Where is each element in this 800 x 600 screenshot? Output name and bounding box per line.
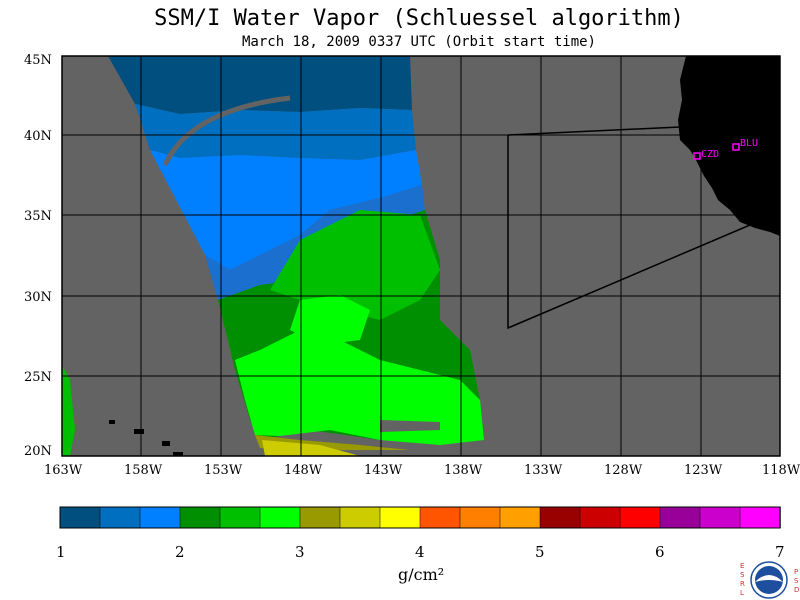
colorbar-swatch [299,506,341,529]
map-title: SSM/I Water Vapor (Schluessel algorithm) [154,6,684,31]
lat-label-40n: 40N [24,129,52,144]
hawaiian-islands [109,420,183,456]
colorbar-swatch [619,506,661,529]
colorbar-frame [59,506,781,529]
colorbar-swatch [419,506,461,529]
lat-lon-grid [62,56,780,456]
colorbar-swatch [139,506,181,529]
lat-label-35n: 35N [24,209,52,224]
lon-label-118w: 118W [762,463,800,478]
map-frame [61,55,781,457]
lon-label-158w: 158W [124,463,163,478]
map-subtitle: March 18, 2009 0337 UTC (Orbit start tim… [241,34,596,50]
station-label-czd: CZD [701,149,719,160]
colorbar-swatch [59,506,101,529]
colorbar-swatch [659,506,701,529]
logo-letter-s: S [740,571,745,579]
station-marker-blu [732,143,740,151]
logo-letter-d: D [794,586,799,594]
colorbar-swatch [379,506,421,529]
boundary-lines [507,126,751,330]
swath-band-yellow [262,440,360,456]
station-markers: CZD BLU [693,138,758,160]
colorbar-label-6: 6 [655,543,665,561]
colorbar-swatch [459,506,501,529]
colorbar-label-2: 2 [175,543,185,561]
swath-band-gray-strip [380,420,440,432]
colorbar-swatch [499,506,541,529]
lat-label-45n: 45N [24,53,52,68]
logo-letter-e: E [740,562,744,570]
colorbar-label-5: 5 [535,543,545,561]
noaa-esrl-psd-logo: E S R L P S D NOAA [740,561,799,599]
lon-label-143w: 143W [364,463,403,478]
logo-letter-r: R [740,580,745,588]
swath-band-bright-blue [150,150,422,270]
colorbar-swatch [739,506,781,529]
logo-letter-p: P [794,568,798,576]
logo-center-text: NOAA [764,566,775,570]
lon-label-133w: 133W [524,463,563,478]
california-land [678,56,780,236]
lon-label-128w: 128W [604,463,643,478]
lat-label-25n: 25N [24,370,52,385]
latitude-labels: 45N 40N 35N 30N 25N 20N [24,53,52,459]
lon-label-163w: 163W [44,463,83,478]
colorbar-swatch [259,506,301,529]
longitude-labels: 163W 158W 153W 148W 143W 138W 133W 128W … [44,463,800,478]
swath-band-medium-blue [135,104,416,160]
colorbar-swatch [699,506,741,529]
colorbar-label-1: 1 [56,543,66,561]
station-label-blu: BLU [740,138,758,149]
orbit-track-arc [162,95,291,167]
colorbar-swatch [339,506,381,529]
logo-letter-s2: S [794,577,799,585]
lon-label-138w: 138W [444,463,483,478]
colorbar-label-3: 3 [295,543,305,561]
colorbar-swatch [99,506,141,529]
colorbar-labels: 1 2 3 4 5 6 7 [56,543,785,561]
swath-data [62,56,484,456]
logo-letter-l: L [740,589,744,597]
colorbar-label-4: 4 [415,543,425,561]
colorbar-swatch [579,506,621,529]
swath-band-green-patch [290,295,370,345]
colorbar-swatch [219,506,261,529]
swath-band-dark-blue [108,56,412,114]
colorbar [59,506,781,529]
lon-label-123w: 123W [684,463,723,478]
colorbar-units: g/cm² [398,565,445,584]
station-marker-czd [693,152,701,160]
lon-label-148w: 148W [284,463,323,478]
lat-label-20n: 20N [24,444,52,459]
lon-label-153w: 153W [204,463,243,478]
swath-band-medium-green [270,210,440,320]
colorbar-swatch [179,506,221,529]
swath-band-west-green [62,365,75,456]
swath-band-bright-green [235,330,484,445]
lat-label-30n: 30N [24,290,52,305]
colorbar-label-7: 7 [775,543,785,561]
colorbar-swatch [539,506,581,529]
noaa-bird-icon [755,575,783,582]
